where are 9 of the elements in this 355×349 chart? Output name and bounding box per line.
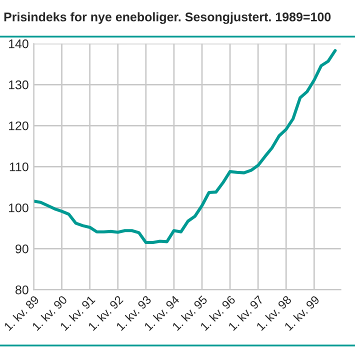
line-series [34, 49, 337, 244]
y-tick-label: 130 [8, 80, 28, 90]
y-tick-label: 90 [16, 244, 28, 254]
y-tick-label: 110 [10, 162, 28, 172]
y-tick-label: 120 [8, 121, 28, 130]
y-tick-label: 80 [16, 285, 28, 294]
chart-title: Prisindeks for nye eneboliger. Sesongjustert. 1989=100 [4, 12, 331, 24]
y-tick-label: 140 [8, 39, 28, 48]
y-tick-label: 100 [8, 203, 28, 212]
